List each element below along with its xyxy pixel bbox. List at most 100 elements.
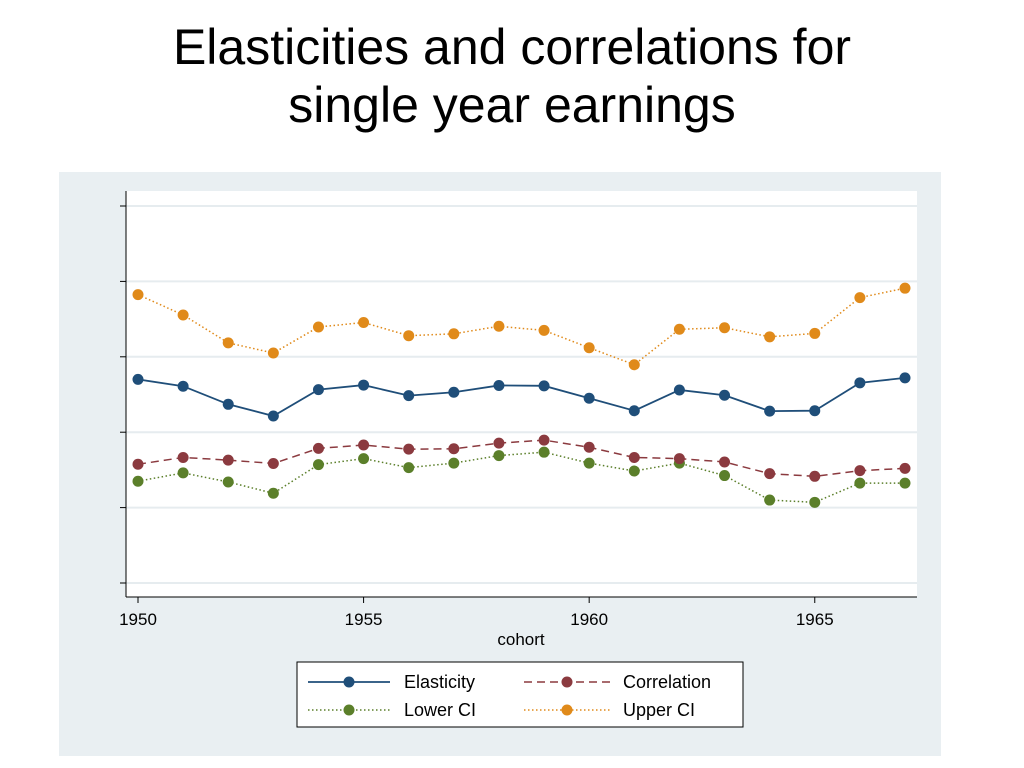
data-point-correlation [719,456,731,468]
data-point-upper-ci [538,324,550,336]
series-line-elasticity [137,377,906,417]
legend-label-upper-ci: Upper CI [623,700,695,720]
data-point-lower-ci [538,446,550,458]
x-tick-label: 1965 [796,610,834,629]
data-point-elasticity [538,380,550,392]
series-line-upper-ci [137,287,906,366]
data-point-upper-ci [899,282,911,294]
data-point-elasticity [764,405,776,417]
axes: 1950 1955 1960 1965 [119,191,917,629]
legend-label-correlation: Correlation [623,672,711,692]
data-point-elasticity [583,392,595,404]
data-point-upper-ci [673,323,685,335]
data-point-lower-ci [719,470,731,482]
data-point-upper-ci [177,309,189,321]
data-point-elasticity [854,377,866,389]
data-point-correlation [312,442,324,454]
data-point-elasticity [899,372,911,384]
data-point-lower-ci [222,476,234,488]
x-axis-title: cohort [497,630,545,649]
data-point-upper-ci [358,316,370,328]
data-point-correlation [764,468,776,480]
grid-lines [126,205,917,584]
data-point-lower-ci [854,477,866,489]
data-point-elasticity [719,389,731,401]
data-point-upper-ci [448,328,460,340]
data-point-correlation [809,470,821,482]
data-point-upper-ci [493,320,505,332]
legend-box [296,661,744,728]
data-point-upper-ci [403,330,415,342]
data-point-correlation [267,457,279,469]
series-correlation [132,434,911,482]
series-elasticity [132,372,911,422]
data-point-lower-ci [583,457,595,469]
data-point-lower-ci [899,477,911,489]
data-point-elasticity [673,384,685,396]
series-layer [132,282,911,508]
data-point-lower-ci [132,475,144,487]
series-lower-ci [132,446,911,508]
data-point-correlation [628,451,640,463]
data-point-upper-ci [628,359,640,371]
data-point-correlation [583,441,595,453]
legend-label-lower-ci: Lower CI [404,700,476,720]
data-point-upper-ci [583,342,595,354]
data-point-correlation [177,451,189,463]
x-tick-label: 1955 [345,610,383,629]
legend-item-correlation: Correlation [524,672,711,692]
data-point-lower-ci [809,496,821,508]
data-point-correlation [358,439,370,451]
data-point-correlation [132,458,144,470]
x-tick-label: 1950 [119,610,157,629]
plot-area [126,191,917,597]
data-point-lower-ci [358,453,370,465]
data-point-correlation [854,465,866,477]
data-point-elasticity [628,405,640,417]
data-point-lower-ci [764,494,776,506]
data-point-elasticity [177,380,189,392]
data-point-correlation [448,443,460,455]
series-line-lower-ci [137,451,905,504]
legend-marker-lower-ci [343,704,355,716]
legend-item-elasticity: Elasticity [308,672,475,692]
data-point-elasticity [493,379,505,391]
data-point-lower-ci [493,450,505,462]
data-point-upper-ci [222,337,234,349]
data-point-correlation [403,443,415,455]
data-point-elasticity [403,390,415,402]
data-point-correlation [222,454,234,466]
legend-marker-upper-ci [561,704,573,716]
data-point-lower-ci [403,462,415,474]
data-point-upper-ci [764,331,776,343]
data-point-elasticity [132,373,144,385]
legend-item-upper-ci: Upper CI [524,700,695,720]
data-point-upper-ci [132,289,144,301]
data-point-correlation [899,462,911,474]
data-point-elasticity [448,386,460,398]
data-point-correlation [538,434,550,446]
data-point-elasticity [809,405,821,417]
data-point-upper-ci [267,347,279,359]
data-point-elasticity [222,398,234,410]
data-point-elasticity [267,410,279,422]
x-tick-label: 1960 [570,610,608,629]
data-point-lower-ci [312,459,324,471]
data-point-upper-ci [312,321,324,333]
series-upper-ci [132,282,911,371]
slide-title: Elasticities and correlations for single… [0,18,1024,134]
data-point-upper-ci [719,322,731,334]
data-point-lower-ci [448,457,460,469]
data-point-upper-ci [854,292,866,304]
data-point-elasticity [358,379,370,391]
legend-marker-elasticity [343,676,355,688]
slide-title-line-2: single year earnings [288,77,736,133]
legend-marker-correlation [561,676,573,688]
legend: Elasticity Correlation Lower CI Upper CI [296,661,744,728]
data-point-lower-ci [177,467,189,479]
data-point-elasticity [312,384,324,396]
data-point-correlation [673,453,685,465]
data-point-lower-ci [267,487,279,499]
legend-item-lower-ci: Lower CI [308,700,476,720]
